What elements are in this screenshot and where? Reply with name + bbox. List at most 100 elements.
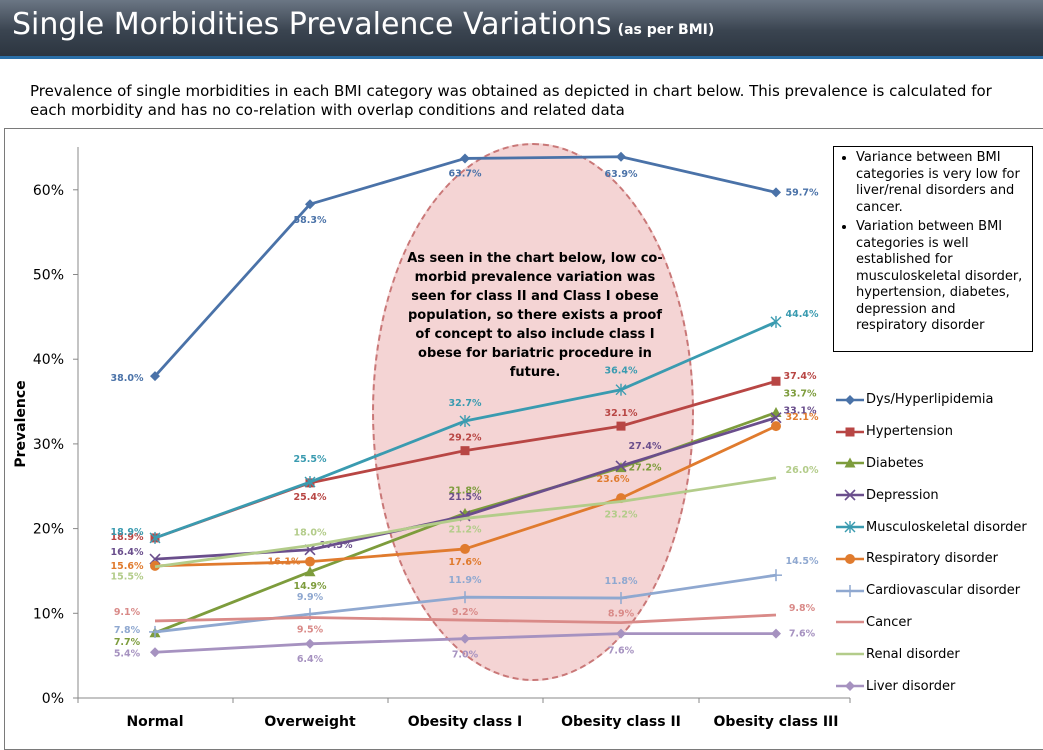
data-label: 25.5% [294,454,327,465]
data-point [305,556,315,567]
slide-title-suffix: (as per BMI) [617,22,715,38]
series-line [154,476,777,569]
data-label: 17.5% [320,540,353,551]
data-point [460,633,470,644]
data-label: 38.0% [111,373,144,384]
y-tick-label: 40% [33,352,64,368]
data-point [616,628,626,639]
data-label: 7.6% [608,646,635,657]
data-label: 25.4% [294,492,327,503]
data-label: 37.4% [784,371,817,382]
legend-swatch [836,521,864,534]
intro-text: Prevalence of single morbidities in each… [30,82,992,119]
series-renal-disorder: 15.5% 18.0% 21.2% 23.2% 26.0% [111,465,819,583]
data-label: 29.2% [449,433,482,444]
data-label: 7.6% [789,629,816,640]
data-label: 18.9% [111,527,144,538]
data-point [616,151,626,162]
x-tick-label: Normal [126,714,183,730]
y-tick-label: 60% [33,183,64,199]
legend-item: Respiratory disorder [836,543,1043,575]
data-label: 44.4% [786,309,819,320]
legend-marker [845,553,855,564]
legend-marker [844,489,856,501]
data-label: 33.7% [784,389,817,400]
data-label: 8.9% [608,609,635,620]
legend-item: Hypertension [836,416,1043,448]
legend-swatch [836,489,864,501]
note-item: Variation between BMI categories is well… [856,219,1026,335]
data-point [460,543,470,554]
data-point [304,566,316,577]
x-tick-label: Overweight [264,714,356,730]
legend-label: Dys/Hyperlipidemia [866,392,994,408]
data-label: 33.1% [784,406,817,417]
legend-item: Musculoskeletal disorder [836,511,1043,543]
legend-label: Diabetes [866,455,924,471]
data-point [615,383,627,396]
legend-label: Depression [866,487,939,503]
data-point [770,315,782,328]
data-point [770,407,782,418]
notes-box: Variance between BMI categories is very … [833,146,1033,352]
legend-label: Renal disorder [866,646,960,662]
legend-item: Cancer [836,607,1043,639]
y-tick-label: 0% [42,691,64,707]
series-line [154,613,777,625]
data-point [459,415,471,428]
data-point [771,187,781,198]
data-point [615,460,627,472]
data-label: 17.6% [449,557,482,568]
slide-title: Single Morbidities Prevalence Variations… [12,6,714,49]
legend-label: Cancer [866,614,912,630]
data-label: 16.1% [268,557,301,568]
data-label: 15.5% [111,572,144,583]
data-label: 7.7% [114,637,141,648]
legend-item: Liver disorder [836,670,1043,702]
legend-item: Renal disorder [836,638,1043,670]
data-label: 32.1% [786,412,819,423]
data-label: 27.4% [629,441,662,452]
data-point [459,591,471,604]
legend-marker [845,681,855,692]
data-label: 9.1% [114,607,141,618]
data-label: 18.0% [294,528,327,539]
legend-label: Hypertension [866,424,953,440]
data-point [771,628,781,639]
legend-marker [844,521,856,534]
y-tick-label: 20% [33,522,64,538]
data-label: 32.1% [605,408,638,419]
data-label: 36.4% [605,366,638,377]
series-musculoskeletal-disorder: 18.9% 25.5% 32.7% 36.4% 44.4% [111,309,819,544]
legend-swatch [836,681,864,692]
chart-legend: Dys/Hyperlipidemia Hypertension Diabetes De… [836,384,1043,702]
legend-item: Dys/Hyperlipidemia [836,384,1043,416]
data-label: 21.8% [449,485,482,496]
data-point [770,412,782,424]
data-label: 58.3% [294,215,327,226]
data-label: 23.2% [605,509,638,520]
data-point [616,421,626,431]
series-cancer: 9.1% 9.5% 9.2% 8.9% 9.8% [114,603,816,636]
data-label: 9.9% [297,592,324,603]
data-label: 63.7% [449,168,482,179]
data-point [615,592,627,605]
data-label: 16.4% [111,547,144,558]
data-point [149,531,161,544]
data-point [305,199,315,210]
legend-label: Respiratory disorder [866,551,998,567]
data-label: 5.4% [114,648,141,659]
data-point [770,569,782,582]
data-point [460,153,470,164]
legend-swatch [836,427,864,437]
series-dys-hyperlipidemia: 38.0% 58.3% 63.7% 63.9% 59.7% [111,151,819,384]
series-liver-disorder: 5.4% 6.4% 7.0% 7.6% 7.6% [114,628,816,665]
data-label: 21.5% [449,492,482,503]
legend-label: Musculoskeletal disorder [866,519,1027,535]
y-axis-label: Prevalence [13,380,29,468]
series-respiratory-disorder: 15.6% 16.1% 17.6% 23.6% 32.1% [111,412,819,572]
data-point [305,638,315,649]
legend-swatch [836,584,864,597]
y-tick-label: 50% [33,268,64,284]
x-tick-label: Obesity class I [408,714,523,730]
